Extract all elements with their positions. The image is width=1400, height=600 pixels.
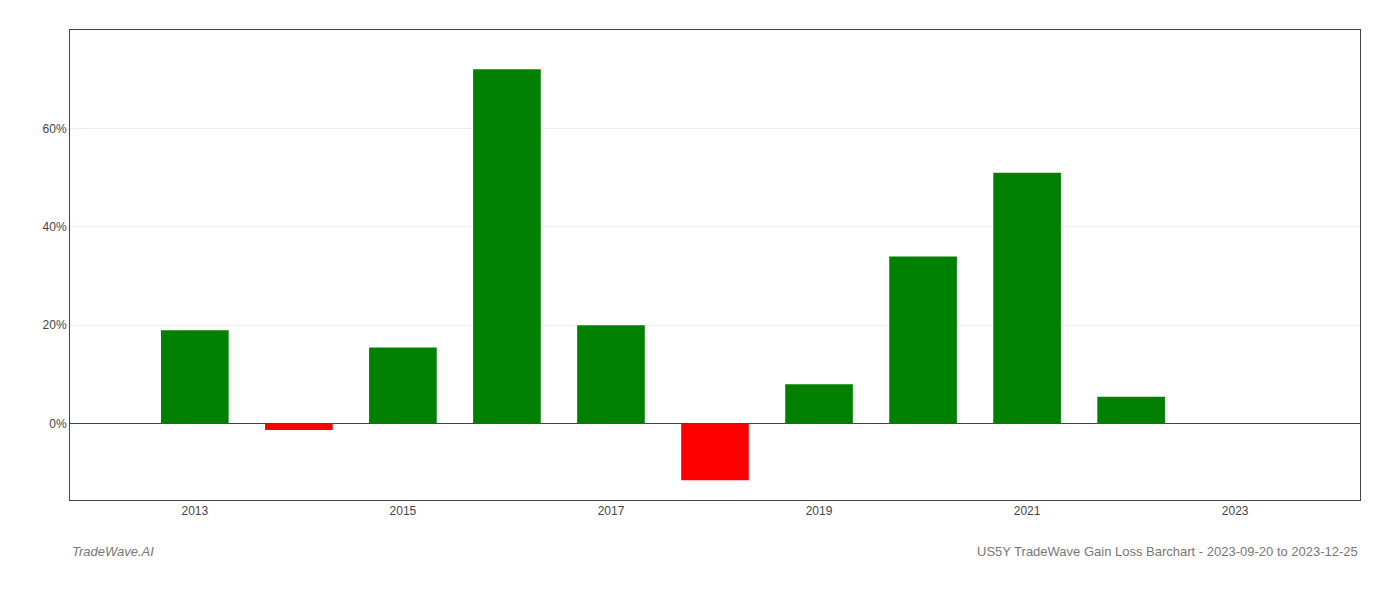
svg-text:2013: 2013 — [181, 504, 208, 518]
svg-text:40%: 40% — [43, 220, 67, 234]
svg-text:2019: 2019 — [806, 504, 833, 518]
svg-text:2023: 2023 — [1222, 504, 1249, 518]
svg-text:US5Y TradeWave Gain Loss Barch: US5Y TradeWave Gain Loss Barchart - 2023… — [977, 544, 1358, 559]
svg-text:TradeWave.AI: TradeWave.AI — [72, 544, 154, 559]
svg-text:2015: 2015 — [390, 504, 417, 518]
svg-text:60%: 60% — [43, 122, 67, 136]
svg-text:20%: 20% — [43, 318, 67, 332]
svg-text:2021: 2021 — [1014, 504, 1041, 518]
svg-text:2017: 2017 — [598, 504, 625, 518]
svg-text:0%: 0% — [49, 417, 67, 431]
